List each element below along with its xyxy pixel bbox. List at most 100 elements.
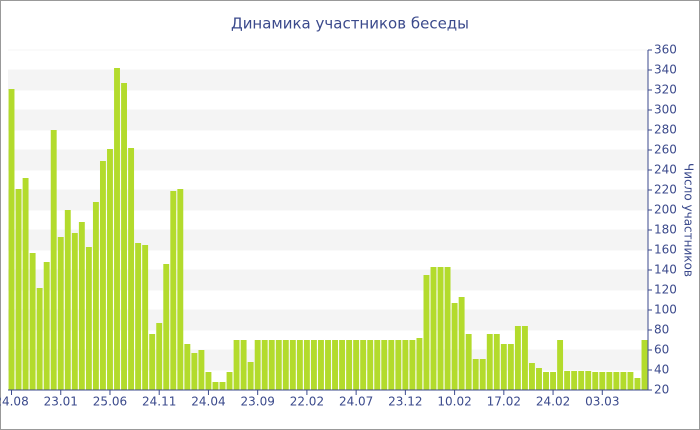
bar <box>240 340 247 390</box>
x-tick-label: 23.01 <box>44 395 78 409</box>
y-tick-label: 200 <box>654 203 677 217</box>
bar <box>367 340 374 390</box>
bar <box>564 371 571 390</box>
bar <box>627 372 634 390</box>
grid-band <box>8 70 648 90</box>
bar <box>254 340 261 390</box>
bar <box>479 359 486 390</box>
bar <box>212 382 219 390</box>
y-tick-label: 160 <box>654 243 677 257</box>
bar <box>606 372 613 390</box>
bar <box>226 372 233 390</box>
x-tick-label: 03.03 <box>585 395 619 409</box>
bar <box>395 340 402 390</box>
bar <box>458 297 465 390</box>
bar <box>360 340 367 390</box>
chart-title: Динамика участников беседы <box>231 15 469 33</box>
bar <box>536 368 542 390</box>
bar <box>325 340 331 390</box>
x-tick-label: 23.12 <box>388 395 422 409</box>
y-tick-label: 220 <box>654 183 677 197</box>
grid-band <box>8 230 648 250</box>
bar <box>22 178 29 390</box>
grid-band <box>8 110 648 130</box>
bar <box>430 267 437 390</box>
bar <box>29 253 36 390</box>
bar <box>163 264 170 390</box>
bar <box>282 340 289 390</box>
bar <box>550 372 557 390</box>
bar <box>219 382 226 390</box>
bar <box>78 222 85 390</box>
bar <box>620 372 627 390</box>
bar <box>268 340 275 390</box>
bar <box>177 189 184 390</box>
bar <box>339 340 346 390</box>
bar <box>578 371 585 390</box>
bar <box>15 189 22 390</box>
bar <box>500 344 507 390</box>
x-tick-label: 24.04 <box>191 395 225 409</box>
bar <box>472 359 479 390</box>
bar <box>423 275 430 390</box>
bar <box>416 338 423 390</box>
bar <box>289 340 296 390</box>
bar <box>43 262 50 390</box>
bar <box>114 68 120 390</box>
bar <box>303 340 310 390</box>
bar <box>85 247 92 390</box>
bar <box>310 340 317 390</box>
bar <box>437 267 444 390</box>
x-tick-label: 24.11 <box>142 395 176 409</box>
bar <box>50 130 57 390</box>
y-tick-label: 320 <box>654 83 677 97</box>
x-tick-label: 25.06 <box>93 395 127 409</box>
bar <box>353 340 360 390</box>
y-tick-label: 280 <box>654 123 677 137</box>
y-tick-label: 60 <box>654 343 669 357</box>
x-tick-label: 17.02 <box>487 395 521 409</box>
bar <box>592 372 599 390</box>
bar <box>634 378 641 390</box>
bar <box>507 344 514 390</box>
bar <box>374 340 381 390</box>
y-tick-label: 360 <box>654 43 677 57</box>
x-tick-label: 22.02 <box>290 395 324 409</box>
bar <box>71 233 78 390</box>
bar <box>585 371 592 390</box>
bar <box>346 340 353 390</box>
bar <box>409 340 416 390</box>
y-tick-label: 260 <box>654 143 677 157</box>
bar <box>493 334 500 390</box>
bar <box>184 344 191 390</box>
bar <box>233 340 240 390</box>
y-tick-label: 40 <box>654 363 669 377</box>
bar <box>275 340 282 390</box>
bar <box>381 340 388 390</box>
bar <box>641 340 648 390</box>
bar <box>92 202 99 390</box>
bar <box>99 161 106 390</box>
y-tick-label: 240 <box>654 163 677 177</box>
bar <box>388 340 395 390</box>
bar <box>444 267 451 390</box>
bar <box>514 326 521 390</box>
bar <box>571 371 578 390</box>
bar <box>135 243 142 390</box>
bar <box>8 89 15 390</box>
bar <box>613 372 620 390</box>
bar <box>543 372 549 390</box>
bar <box>198 350 205 390</box>
y-axis-label: Число участников <box>682 163 696 277</box>
bar <box>557 340 564 390</box>
bar <box>261 340 268 390</box>
bar <box>156 323 163 390</box>
y-tick-label: 80 <box>654 323 669 337</box>
bar <box>402 340 409 390</box>
bar <box>128 148 135 390</box>
bar <box>332 340 338 390</box>
x-tick-label: 24.08 <box>0 395 29 409</box>
bar <box>247 362 254 390</box>
bar <box>107 149 113 390</box>
